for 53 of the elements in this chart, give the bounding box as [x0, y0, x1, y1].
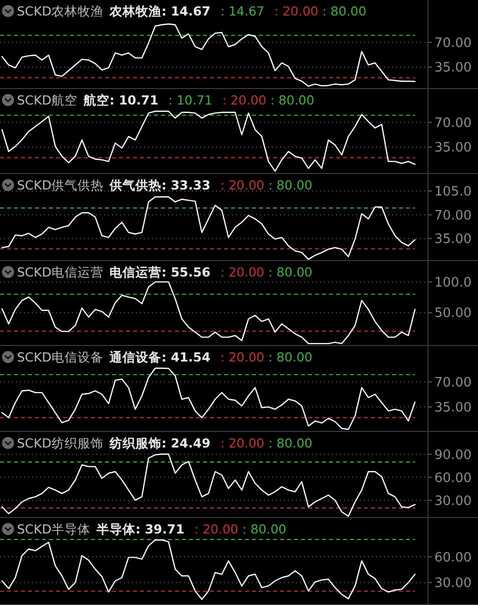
- y-tick-label: 70.00: [434, 208, 472, 224]
- ref-line-label: : 80.00: [322, 4, 366, 18]
- y-tick-label: 35.00: [434, 60, 472, 76]
- line-series: [1, 368, 416, 430]
- annotation: : 14.67: [220, 4, 264, 18]
- ref-line-label: : 20.00: [220, 350, 264, 364]
- y-tick-label: 70.00: [434, 36, 472, 51]
- chart-title: SCKD电信设备: [17, 350, 104, 364]
- annotation: 通信设备: 41.54: [108, 350, 211, 364]
- chart-title: SCKD电信运营: [17, 264, 104, 280]
- y-tick-label: 70.00: [434, 375, 472, 390]
- ref-line-label: : 80.00: [270, 92, 314, 108]
- line-series: [1, 539, 416, 600]
- y-tick-label: 60.00: [434, 470, 472, 486]
- y-tick-label: 60.00: [434, 550, 472, 566]
- annotation: : 10.71: [168, 92, 212, 108]
- y-tick-label: 35.00: [434, 232, 472, 248]
- ref-line-label: : 20.00: [220, 436, 264, 450]
- y-tick-label: 105.0: [434, 184, 472, 200]
- annotation: 农林牧渔: 14.67: [108, 4, 210, 18]
- ref-line-label: : 20.00: [220, 178, 264, 192]
- chart-title: SCKD航空: [17, 92, 78, 108]
- line-series: [1, 23, 416, 87]
- chart-title: SCKD农林牧渔: [17, 4, 104, 18]
- chart-title: SCKD半导体: [17, 522, 90, 536]
- y-tick-label: 50.00: [434, 306, 472, 322]
- annotation: 航空: 10.71: [82, 92, 158, 108]
- annotation: 供气供热: 33.33: [108, 178, 210, 192]
- y-tick-label: 70.00: [434, 116, 472, 131]
- ref-line-label: : 80.00: [268, 350, 312, 364]
- ref-line-label: : 80.00: [242, 522, 286, 536]
- chart-title: SCKD供气供热: [17, 178, 104, 192]
- y-tick-label: 100.0: [434, 275, 472, 290]
- ref-line-label: : 80.00: [268, 436, 312, 450]
- ref-line-label: : 20.00: [222, 92, 266, 108]
- ref-line-label: : 80.00: [268, 178, 312, 192]
- annotation: 半导体: 39.71: [96, 522, 184, 536]
- y-tick-label: 30.00: [434, 576, 472, 592]
- line-series: [1, 196, 416, 260]
- annotation: 纺织服饰: 24.49: [108, 436, 210, 450]
- ref-line-label: : 80.00: [268, 264, 312, 280]
- line-series: [1, 454, 416, 517]
- chart-title: SCKD纺织服饰: [17, 436, 104, 450]
- line-series: [1, 110, 416, 172]
- y-tick-label: 90.00: [434, 448, 472, 463]
- ref-line-label: : 20.00: [274, 4, 318, 18]
- ref-line-label: : 20.00: [220, 264, 264, 280]
- y-tick-label: 30.00: [434, 494, 472, 509]
- y-tick-label: 35.00: [434, 400, 472, 416]
- y-tick-label: 35.00: [434, 140, 472, 156]
- line-series: [1, 281, 416, 344]
- ref-line-label: : 20.00: [194, 522, 238, 536]
- annotation: 电信运营: 55.56: [110, 264, 211, 280]
